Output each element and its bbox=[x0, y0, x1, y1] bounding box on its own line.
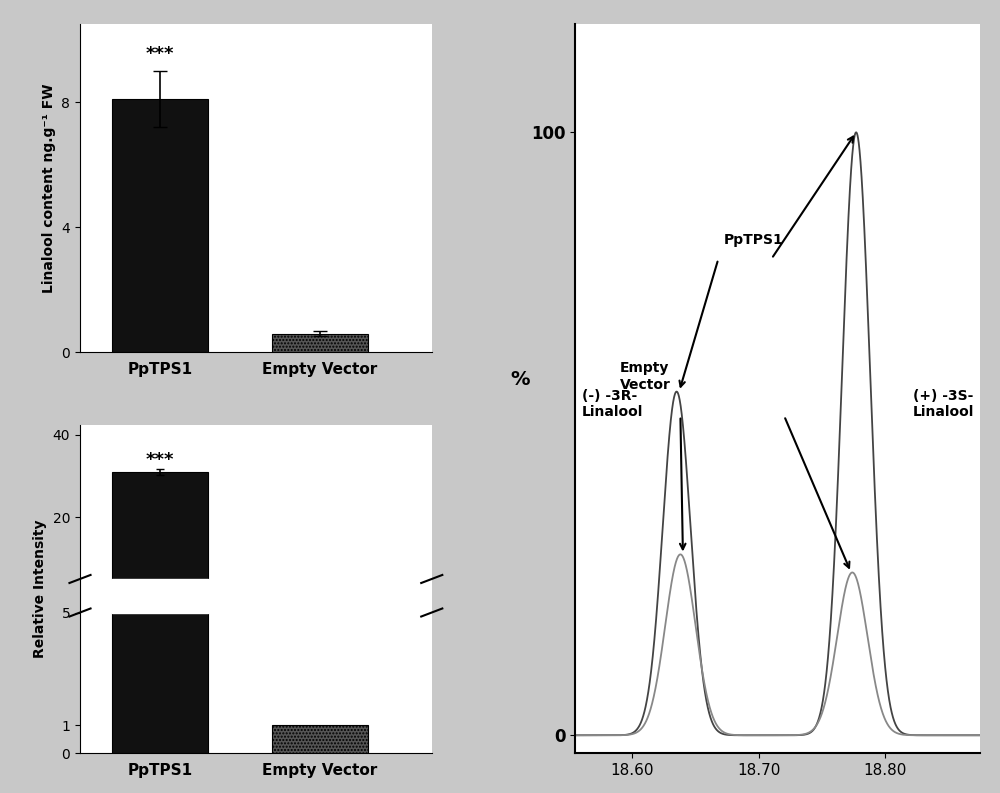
Y-axis label: Relative Intensity: Relative Intensity bbox=[33, 519, 47, 658]
Bar bbox=[272, 725, 368, 753]
Text: (+) -3S-
Linalool: (+) -3S- Linalool bbox=[913, 389, 974, 419]
Text: (-) -3R-
Linalool: (-) -3R- Linalool bbox=[582, 389, 643, 419]
Y-axis label: Linalool content ng.g⁻¹ FW: Linalool content ng.g⁻¹ FW bbox=[42, 83, 56, 293]
Bar bbox=[272, 334, 368, 352]
Bar bbox=[112, 612, 208, 753]
Bar bbox=[112, 99, 208, 352]
Text: ***: *** bbox=[146, 450, 174, 469]
Text: Empty
Vector: Empty Vector bbox=[620, 362, 671, 392]
Text: ***: *** bbox=[146, 45, 174, 63]
Text: PpTPS1: PpTPS1 bbox=[723, 233, 783, 247]
Bar bbox=[112, 472, 208, 579]
Y-axis label: %: % bbox=[510, 370, 530, 389]
